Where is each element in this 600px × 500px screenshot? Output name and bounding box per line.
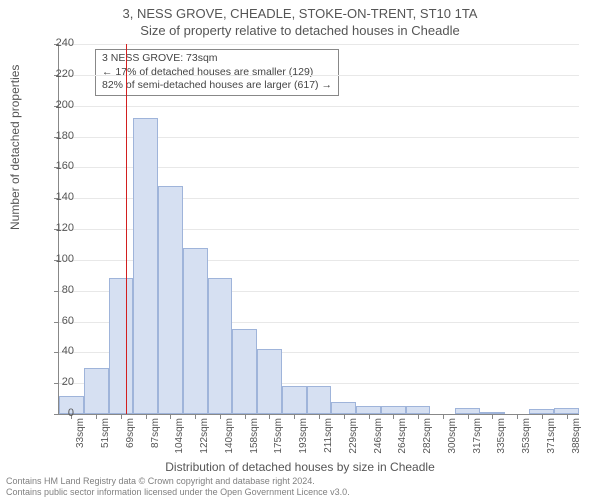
xtick-mark: [344, 414, 345, 419]
xtick-mark: [269, 414, 270, 419]
histogram-bar: [406, 406, 431, 414]
histogram-bar: [307, 386, 332, 414]
ytick-label: 200: [44, 99, 74, 111]
histogram-bar: [109, 278, 134, 414]
xtick-mark: [418, 414, 419, 419]
histogram-bar: [84, 368, 109, 414]
ytick-label: 80: [44, 284, 74, 296]
x-axis-label: Distribution of detached houses by size …: [0, 460, 600, 474]
annotation-line3: 82% of semi-detached houses are larger (…: [102, 79, 332, 93]
gridline: [59, 106, 579, 107]
xtick-mark: [492, 414, 493, 419]
histogram-bar: [356, 406, 381, 414]
ytick-label: 20: [44, 376, 74, 388]
xtick-mark: [170, 414, 171, 419]
histogram-bar: [257, 349, 282, 414]
ytick-label: 120: [44, 222, 74, 234]
annotation-line2: ← 17% of detached houses are smaller (12…: [102, 66, 332, 80]
ytick-label: 100: [44, 253, 74, 265]
ytick-label: 160: [44, 160, 74, 172]
xtick-mark: [294, 414, 295, 419]
xtick-mark: [220, 414, 221, 419]
histogram-bar: [183, 248, 208, 415]
histogram-bar: [331, 402, 356, 414]
xtick-mark: [393, 414, 394, 419]
plot-area: 3 NESS GROVE: 73sqm ← 17% of detached ho…: [58, 44, 579, 415]
chart-container: 3, NESS GROVE, CHEADLE, STOKE-ON-TRENT, …: [0, 0, 600, 500]
histogram-bar: [232, 329, 257, 414]
y-axis-label: Number of detached properties: [8, 65, 22, 230]
histogram-bar: [208, 278, 233, 414]
ytick-label: 140: [44, 191, 74, 203]
ytick-label: 40: [44, 345, 74, 357]
histogram-bar: [133, 118, 158, 414]
gridline: [59, 75, 579, 76]
xtick-mark: [369, 414, 370, 419]
ytick-label: 60: [44, 315, 74, 327]
xtick-mark: [146, 414, 147, 419]
chart-title-line2: Size of property relative to detached ho…: [0, 21, 600, 38]
ytick-label: 240: [44, 37, 74, 49]
footer-line2: Contains public sector information licen…: [6, 487, 350, 498]
xtick-mark: [245, 414, 246, 419]
chart-title-line1: 3, NESS GROVE, CHEADLE, STOKE-ON-TRENT, …: [0, 0, 600, 21]
annotation-line1: 3 NESS GROVE: 73sqm: [102, 52, 332, 66]
xtick-mark: [443, 414, 444, 419]
xtick-mark: [96, 414, 97, 419]
annotation-box: 3 NESS GROVE: 73sqm ← 17% of detached ho…: [95, 49, 339, 96]
histogram-bar: [381, 406, 406, 414]
xtick-mark: [121, 414, 122, 419]
xtick-mark: [517, 414, 518, 419]
xtick-mark: [195, 414, 196, 419]
histogram-bar: [282, 386, 307, 414]
footer-line1: Contains HM Land Registry data © Crown c…: [6, 476, 350, 487]
xtick-mark: [567, 414, 568, 419]
histogram-bar: [158, 186, 183, 414]
xtick-mark: [468, 414, 469, 419]
marker-line: [126, 44, 127, 414]
ytick-label: 220: [44, 68, 74, 80]
ytick-label: 0: [44, 407, 74, 419]
xtick-mark: [319, 414, 320, 419]
footer-attribution: Contains HM Land Registry data © Crown c…: [6, 476, 350, 498]
gridline: [59, 44, 579, 45]
xtick-mark: [542, 414, 543, 419]
ytick-label: 180: [44, 130, 74, 142]
